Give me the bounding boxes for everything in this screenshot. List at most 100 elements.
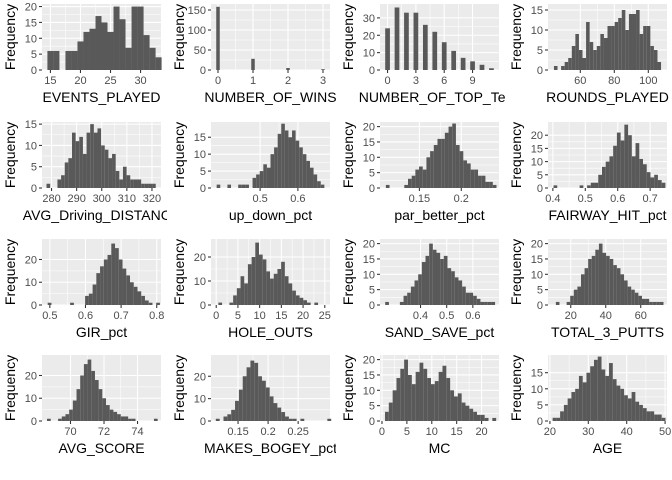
histogram-bar bbox=[79, 136, 83, 188]
histogram-bar bbox=[122, 268, 127, 305]
histogram-bar bbox=[292, 290, 296, 305]
x-tick-label: 100 bbox=[639, 75, 657, 87]
histogram-bar bbox=[124, 416, 129, 421]
y-tick-label: 20 bbox=[194, 252, 206, 264]
histogram-bar bbox=[299, 297, 304, 305]
histogram-bar bbox=[148, 183, 153, 188]
histogram-bar bbox=[643, 26, 647, 70]
x-axis-title: HOLE_OUTS bbox=[228, 324, 313, 340]
histogram-bar bbox=[292, 130, 296, 188]
x-tick-label: 0.2 bbox=[454, 193, 469, 205]
histogram-bar bbox=[639, 34, 644, 70]
histogram-bar bbox=[250, 360, 255, 421]
histogram-bar bbox=[306, 160, 310, 188]
histogram-bar bbox=[155, 57, 162, 70]
histogram-bar bbox=[119, 19, 126, 70]
histogram-panel: 0 10 20 70 72 74 AVG_SCORE Frequency bbox=[2, 355, 161, 456]
histogram-bar bbox=[101, 145, 105, 188]
histogram-bar bbox=[399, 301, 404, 305]
histogram-bar bbox=[263, 164, 267, 188]
histogram-bar bbox=[144, 183, 149, 188]
histogram-bar bbox=[109, 409, 114, 421]
histogram-bar bbox=[403, 295, 408, 305]
histogram-bar bbox=[83, 31, 90, 70]
histogram-bar bbox=[137, 6, 144, 71]
y-axis-title: Frequency bbox=[171, 122, 187, 188]
y-tick-label: 10 bbox=[363, 385, 375, 397]
y-tick-label: 10 bbox=[25, 393, 37, 405]
histogram-bar bbox=[281, 123, 285, 188]
histogram-bar bbox=[461, 402, 466, 421]
histogram-bar bbox=[321, 69, 325, 70]
histogram-bar bbox=[407, 292, 411, 305]
y-axis-title: Frequency bbox=[171, 4, 187, 70]
histogram-bar bbox=[594, 182, 599, 188]
histogram-bar bbox=[61, 416, 66, 421]
histogram-bar bbox=[440, 258, 444, 305]
histogram-bar bbox=[258, 254, 263, 305]
histogram-panel: 0 10 20 30 0 3 6 9 NUMBER_OF_TOP_Tens Frequency bbox=[340, 4, 505, 105]
y-tick-label: 5 bbox=[537, 285, 543, 297]
histogram-bar bbox=[613, 145, 617, 188]
histogram-bar bbox=[137, 179, 142, 188]
histogram-bar bbox=[635, 401, 640, 421]
histogram-bar bbox=[404, 12, 409, 70]
histogram-bar bbox=[130, 179, 134, 188]
histogram-bar bbox=[241, 184, 246, 188]
histogram-bar bbox=[65, 414, 70, 421]
histogram-bar bbox=[111, 243, 116, 305]
x-tick-label: 2 bbox=[285, 75, 291, 87]
histogram-bar bbox=[646, 411, 651, 421]
histogram-bar bbox=[442, 365, 447, 421]
histogram-bar bbox=[107, 31, 114, 70]
y-axis-title: Frequency bbox=[2, 239, 18, 305]
histogram-bar bbox=[238, 389, 243, 421]
x-axis-title: AVG_Driving_DISTANCE bbox=[23, 207, 180, 223]
histogram-bar bbox=[628, 135, 632, 188]
histogram-bar bbox=[480, 414, 485, 421]
histogram-bar bbox=[385, 28, 390, 71]
histogram-bar bbox=[616, 385, 621, 421]
y-tick-label: 5 bbox=[369, 401, 375, 413]
histogram-bar bbox=[292, 418, 297, 421]
histogram-bar bbox=[606, 255, 610, 305]
y-tick-label: 10 bbox=[194, 149, 206, 161]
histogram-bar bbox=[265, 387, 270, 421]
histogram-bar bbox=[650, 177, 655, 188]
histogram-bar bbox=[143, 35, 150, 70]
histogram-panel: 0 5 10 15 20 30 40 50 AGE Frequency bbox=[508, 355, 671, 456]
histogram-bar bbox=[95, 16, 102, 70]
y-tick-label: 20 bbox=[363, 355, 375, 367]
histogram-bar bbox=[86, 132, 91, 188]
x-tick-label: 60 bbox=[635, 310, 647, 322]
histogram-bar bbox=[552, 417, 557, 421]
histogram-bar bbox=[295, 140, 300, 188]
x-axis-title: TOTAL_3_PUTTS bbox=[551, 324, 664, 340]
histogram-bar bbox=[233, 295, 237, 305]
histogram-bar bbox=[614, 22, 619, 70]
histogram-bar bbox=[609, 363, 613, 421]
histogram-bar bbox=[47, 418, 51, 421]
y-tick-label: 0 bbox=[537, 65, 543, 77]
histogram-bar bbox=[400, 368, 405, 421]
histogram-bar bbox=[112, 153, 116, 188]
histogram-bar bbox=[148, 302, 153, 305]
y-tick-label: 30 bbox=[363, 13, 375, 25]
histogram-bar bbox=[303, 300, 307, 305]
histogram-bar bbox=[620, 388, 625, 421]
histogram-bar bbox=[300, 418, 305, 421]
x-tick-label: 6 bbox=[441, 75, 447, 87]
x-tick-label: 50 bbox=[659, 426, 671, 438]
histogram-bar bbox=[579, 185, 584, 188]
histogram-bar bbox=[252, 177, 257, 188]
histogram-bar bbox=[564, 62, 569, 70]
x-axis-title: GIR_pct bbox=[76, 324, 127, 340]
histogram-bar bbox=[426, 157, 431, 188]
histogram-bar bbox=[484, 417, 489, 421]
histogram-bar bbox=[413, 12, 419, 70]
histogram-bar bbox=[473, 411, 477, 421]
histogram-bar bbox=[476, 414, 481, 421]
histogram-bar bbox=[77, 41, 84, 70]
histogram-bar bbox=[611, 26, 615, 70]
x-tick-label: 5 bbox=[404, 426, 410, 438]
